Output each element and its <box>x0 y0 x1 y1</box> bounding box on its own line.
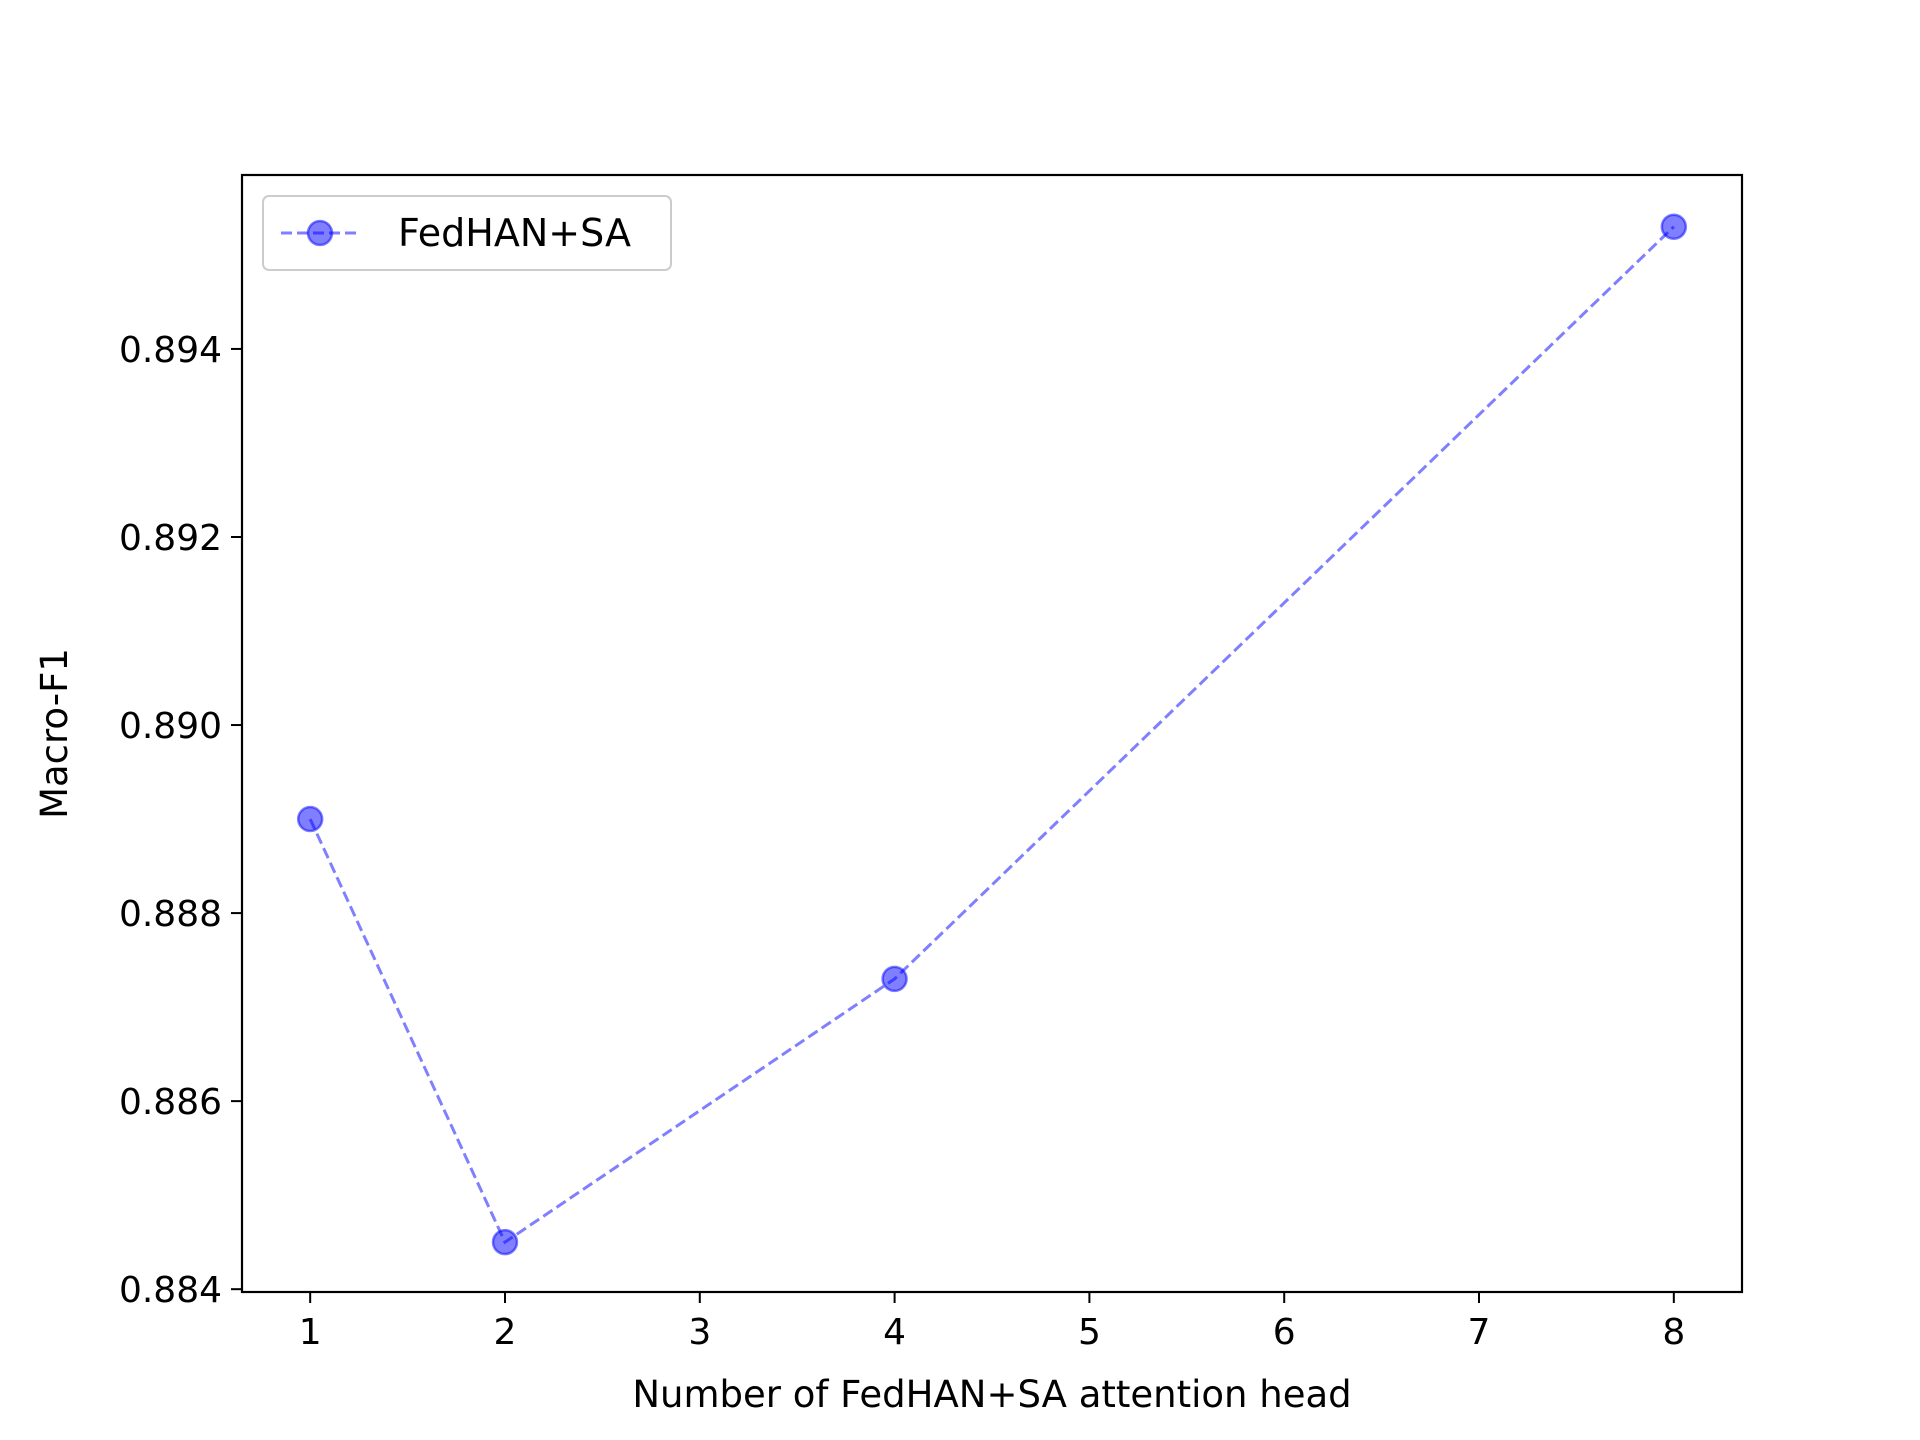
data-point-0-1 <box>491 1228 519 1256</box>
data-point-0-0 <box>296 805 324 833</box>
y-tick-label-5: 0.894 <box>119 330 222 371</box>
x-tick-label-5: 6 <box>1273 1312 1296 1353</box>
x-tick-label-1: 2 <box>494 1312 517 1353</box>
x-tick-label-4: 5 <box>1078 1312 1101 1353</box>
axis-ticks: 1 2 3 4 5 6 7 8 0.884 0.886 0.888 0.890 0.892 0.894 <box>119 330 1685 1353</box>
legend-box <box>262 195 672 271</box>
x-tick-label-6: 7 <box>1468 1312 1491 1353</box>
x-tick-label-0: 1 <box>299 1312 322 1353</box>
x-tick-label-2: 3 <box>688 1312 711 1353</box>
x-tick-label-3: 4 <box>883 1312 906 1353</box>
legend: FedHAN+SA <box>262 195 672 271</box>
y-tick-label-3: 0.890 <box>119 706 222 747</box>
data-point-0-2 <box>881 965 908 993</box>
y-tick-label-4: 0.892 <box>119 518 222 559</box>
x-axis-title: Number of FedHAN+SA attention head <box>632 1373 1351 1416</box>
x-tick-label-7: 8 <box>1662 1312 1685 1353</box>
axes-frame <box>240 173 1744 1294</box>
y-tick-label-0: 0.884 <box>119 1270 222 1311</box>
legend-marker-0 <box>306 219 334 247</box>
data-point-0-3 <box>1660 213 1688 240</box>
y-tick-label-1: 0.886 <box>119 1082 222 1123</box>
y-tick-label-2: 0.888 <box>119 894 222 935</box>
y-axis-title: Macro-F1 <box>33 648 76 819</box>
plot-area <box>240 173 1744 1294</box>
legend-label-0: FedHAN+SA <box>398 211 631 255</box>
series-line-0 <box>308 225 1675 1245</box>
